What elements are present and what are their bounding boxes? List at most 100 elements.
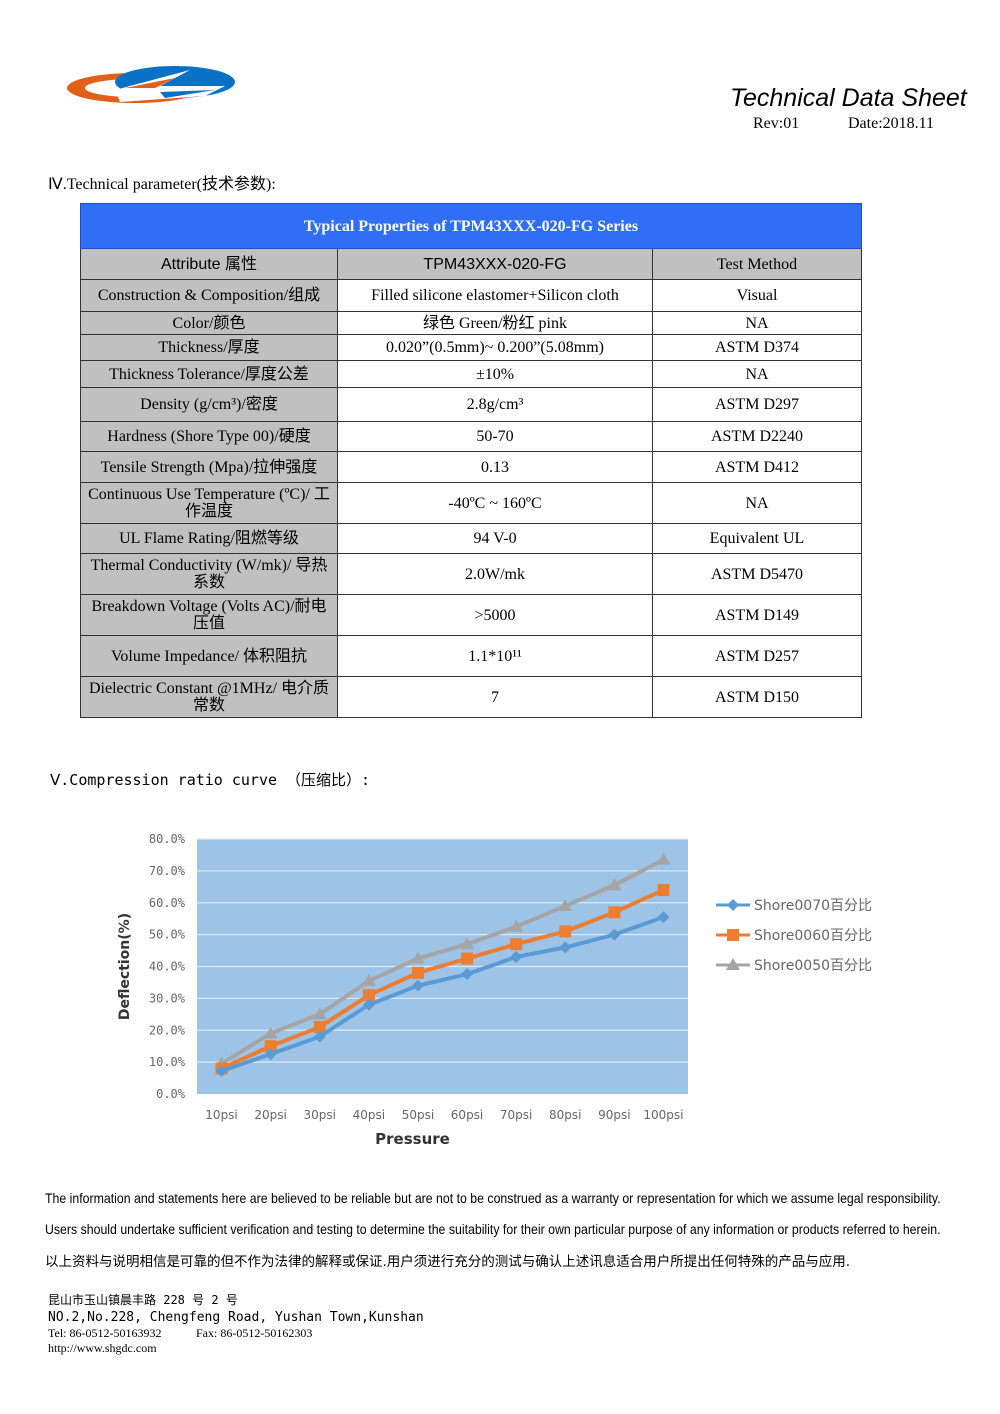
attribute-cell: Hardness (Shore Type 00)/硬度 (80, 421, 338, 452)
attribute-cell: Density (g/cm³)/密度 (80, 387, 338, 422)
revision: Rev:01 (753, 115, 800, 132)
data-point (362, 989, 375, 1002)
disclaimer-line: 以上资料与说明相信是可靠的但不作为法律的解释或保证.用户须进行充分的测试与确认上… (45, 1254, 851, 1270)
data-point (215, 1065, 228, 1078)
data-point (608, 906, 621, 919)
data-point (559, 941, 572, 954)
attribute-cell: Volume Impedance/ 体积阻抗 (80, 635, 338, 677)
data-point (313, 1030, 326, 1043)
table-header-row: Attribute 属性 TPM43XXX-020-FG Test Method (80, 248, 862, 280)
legend-label: Shore0060百分比 (754, 928, 872, 944)
attribute-cell: Thickness/厚度 (80, 334, 338, 361)
y-tick-label: 0.0% (156, 1087, 186, 1101)
y-tick-label: 20.0% (149, 1023, 186, 1037)
method-cell: NA (652, 311, 862, 335)
table-row: Breakdown Voltage (Volts AC)/耐电压值 >5000 AS… (80, 594, 862, 636)
method-cell: Visual (652, 279, 862, 312)
x-tick-label: 80psi (549, 1108, 581, 1122)
x-tick-label: 40psi (353, 1108, 385, 1122)
table-row: Tensile Strength (Mpa)/拉伸强度 0.13 ASTM D412 (80, 451, 862, 483)
table-title-row: Typical Properties of TPM43XXX-020-FG Se… (80, 203, 862, 249)
x-tick-label: 90psi (598, 1108, 630, 1122)
y-tick-label: 60.0% (149, 896, 186, 910)
data-point (461, 952, 474, 965)
value-cell: >5000 (337, 594, 653, 636)
date: Date:2018.11 (848, 115, 935, 132)
y-axis-label: Deflection(%) (117, 913, 133, 1020)
series-line (220, 857, 665, 1066)
data-point (361, 973, 376, 986)
table-row: Continuous Use Temperature (ºC)/ 工作温度 -40… (80, 482, 862, 524)
method-cell: NA (652, 360, 862, 388)
legend-label: Shore0050百分比 (754, 958, 872, 974)
table-row: Volume Impedance/ 体积阻抗 1.1*10¹¹ ASTM D257 (80, 635, 862, 677)
y-tick-label: 30.0% (149, 991, 186, 1005)
table-title: Typical Properties of TPM43XXX-020-FG Se… (80, 203, 862, 249)
attribute-cell: Breakdown Voltage (Volts AC)/耐电压值 (80, 594, 338, 636)
data-point (362, 998, 375, 1011)
y-tick-label: 40.0% (149, 960, 186, 974)
address-cn: 昆山市玉山镇晨丰路 228 号 2 号 (48, 1293, 238, 1307)
header-cell: TPM43XXX-020-FG (337, 248, 653, 280)
attribute-cell: UL Flame Rating/阻燃等级 (80, 523, 338, 554)
y-tick-label: 50.0% (149, 928, 186, 942)
value-cell: 绿色 Green/粉红 pink (337, 311, 653, 335)
table-row: Thickness/厚度 0.020”(0.5mm)~ 0.200”(5.08mm… (80, 334, 862, 361)
properties-table: Typical Properties of TPM43XXX-020-FG Se… (80, 203, 862, 718)
attribute-cell: Thermal Conductivity (W/mk)/ 导热系数 (80, 553, 338, 595)
method-cell: ASTM D149 (652, 594, 862, 636)
data-point (509, 919, 524, 932)
value-cell: 0.020”(0.5mm)~ 0.200”(5.08mm) (337, 334, 653, 361)
fax: Fax: 86-0512-50162303 (196, 1326, 313, 1340)
attribute-cell: Thickness Tolerance/厚度公差 (80, 360, 338, 388)
header-cell: Test Method (652, 248, 862, 280)
table-row: Density (g/cm³)/密度 2.8g/cm³ ASTM D297 (80, 387, 862, 422)
method-cell: ASTM D297 (652, 387, 862, 422)
method-cell: Equivalent UL (652, 523, 862, 554)
section-heading: Ⅴ.Compression ratio curve （压缩比）: (50, 771, 371, 789)
table-row: UL Flame Rating/阻燃等级 94 V-0 Equivalent UL (80, 523, 862, 554)
disclaimer-line: Users should undertake sufficient verifi… (45, 1221, 941, 1237)
website: http://www.shgdc.com (48, 1341, 157, 1355)
company-logo (67, 66, 235, 103)
tel: Tel: 86-0512-50163932 (48, 1326, 162, 1340)
data-point (263, 1026, 278, 1039)
data-point (264, 1048, 277, 1061)
value-cell: 2.0W/mk (337, 553, 653, 595)
method-cell: ASTM D412 (652, 451, 862, 483)
x-tick-label: 70psi (500, 1108, 532, 1122)
x-tick-label: 30psi (304, 1108, 336, 1122)
method-cell: ASTM D257 (652, 635, 862, 677)
header-cell: Attribute 属性 (80, 248, 338, 280)
x-tick-label: 100psi (643, 1108, 683, 1122)
data-point (313, 1021, 326, 1034)
value-cell: 0.13 (337, 451, 653, 483)
data-point (608, 928, 621, 941)
method-cell: ASTM D374 (652, 334, 862, 361)
legend-marker (727, 929, 739, 941)
attribute-cell: Continuous Use Temperature (ºC)/ 工作温度 (80, 482, 338, 524)
attribute-cell: Color/颜色 (80, 311, 338, 335)
table-row: Thermal Conductivity (W/mk)/ 导热系数 2.0W/mk… (80, 553, 862, 595)
value-cell: 50-70 (337, 421, 653, 452)
value-cell: 1.1*10¹¹ (337, 635, 653, 677)
method-cell: NA (652, 482, 862, 524)
method-cell: ASTM D150 (652, 676, 862, 718)
compression-chart: 0.0% 10.0% 20.0% 30.0% 40.0% 50.0% 60.0% 70.0% 8… (117, 832, 872, 1148)
attribute-cell: Dielectric Constant @1MHz/ 电介质常数 (80, 676, 338, 718)
series-line (220, 888, 665, 1071)
attribute-cell: Tensile Strength (Mpa)/拉伸强度 (80, 451, 338, 483)
value-cell: 94 V-0 (337, 523, 653, 554)
value-cell: 7 (337, 676, 653, 718)
data-point (559, 925, 572, 938)
method-cell: ASTM D2240 (652, 421, 862, 452)
data-point (607, 878, 622, 891)
data-point (461, 968, 474, 981)
legend-marker (726, 958, 740, 970)
attribute-cell: Construction & Composition/组成 (80, 279, 338, 312)
y-tick-label: 10.0% (149, 1055, 186, 1069)
table-row: Dielectric Constant @1MHz/ 电介质常数 7 ASTM D1… (80, 676, 862, 718)
table-row: Thickness Tolerance/厚度公差 ±10% NA (80, 360, 862, 388)
section-heading: Ⅳ.Technical parameter(技术参数): (48, 176, 276, 193)
data-point (510, 950, 523, 963)
